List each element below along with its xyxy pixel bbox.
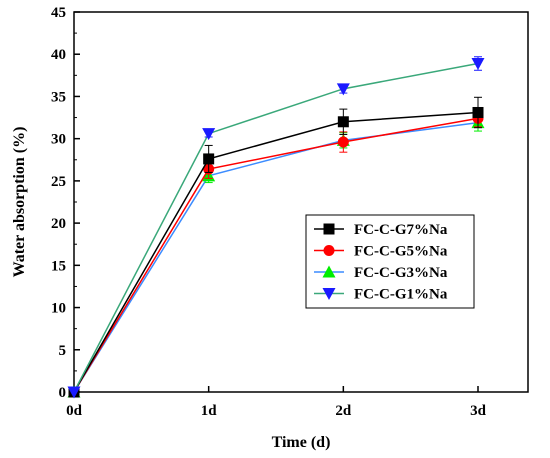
x-axis-title: Time (d) — [272, 434, 331, 451]
legend-item: FC-C-G5%Na — [314, 244, 448, 260]
y-tick-label: 30 — [51, 132, 66, 148]
legend: FC-C-G7%Na FC-C-G5%Na FC-C-G3%Na FC-C-G1%Na — [305, 214, 475, 309]
series-line — [73, 62, 479, 393]
data-point — [337, 136, 349, 148]
legend-marker — [322, 288, 336, 300]
legend-marker — [323, 223, 335, 235]
series-FC-C-G1%Na — [67, 56, 485, 399]
x-tick-label: 2d — [335, 403, 352, 419]
x-tick-label: 3d — [470, 403, 487, 419]
y-tick-label: 0 — [59, 385, 67, 401]
legend-label: FC-C-G7%Na — [354, 222, 448, 238]
legend-item: FC-C-G1%Na — [314, 287, 448, 303]
y-tick-label: 25 — [51, 174, 66, 190]
data-point — [471, 58, 485, 71]
data-point — [202, 128, 216, 141]
legend-label: FC-C-G5%Na — [354, 244, 448, 260]
axis-ticks: 0 5 10 15 20 25 30 35 40 45 0d 1d 2d 3d — [51, 5, 487, 419]
legend-item: FC-C-G3%Na — [314, 265, 448, 281]
legend-label: FC-C-G1%Na — [354, 287, 448, 303]
y-tick-label: 20 — [51, 216, 66, 232]
x-tick-label: 1d — [201, 403, 218, 419]
series-layer — [67, 56, 485, 399]
plot-frame — [73, 11, 529, 393]
legend-item: FC-C-G7%Na — [314, 222, 448, 238]
y-tick-label: 15 — [51, 258, 66, 274]
data-point — [336, 83, 350, 96]
legend-marker — [322, 265, 336, 278]
y-tick-label: 5 — [59, 343, 67, 359]
y-tick-label: 35 — [51, 89, 66, 105]
data-point — [337, 116, 349, 128]
data-point — [67, 386, 81, 399]
series-line — [73, 117, 479, 393]
y-axis-title: Water absorption (%) — [11, 127, 28, 278]
y-tick-label: 40 — [51, 47, 66, 63]
legend-marker — [323, 245, 335, 256]
x-tick-label: 0d — [66, 403, 83, 419]
y-tick-label: 45 — [51, 5, 66, 21]
y-tick-label: 10 — [51, 301, 66, 317]
series-line — [73, 111, 479, 393]
legend-label: FC-C-G3%Na — [354, 265, 448, 281]
data-point — [203, 153, 215, 165]
data-point — [472, 106, 484, 118]
series-line — [73, 121, 479, 393]
